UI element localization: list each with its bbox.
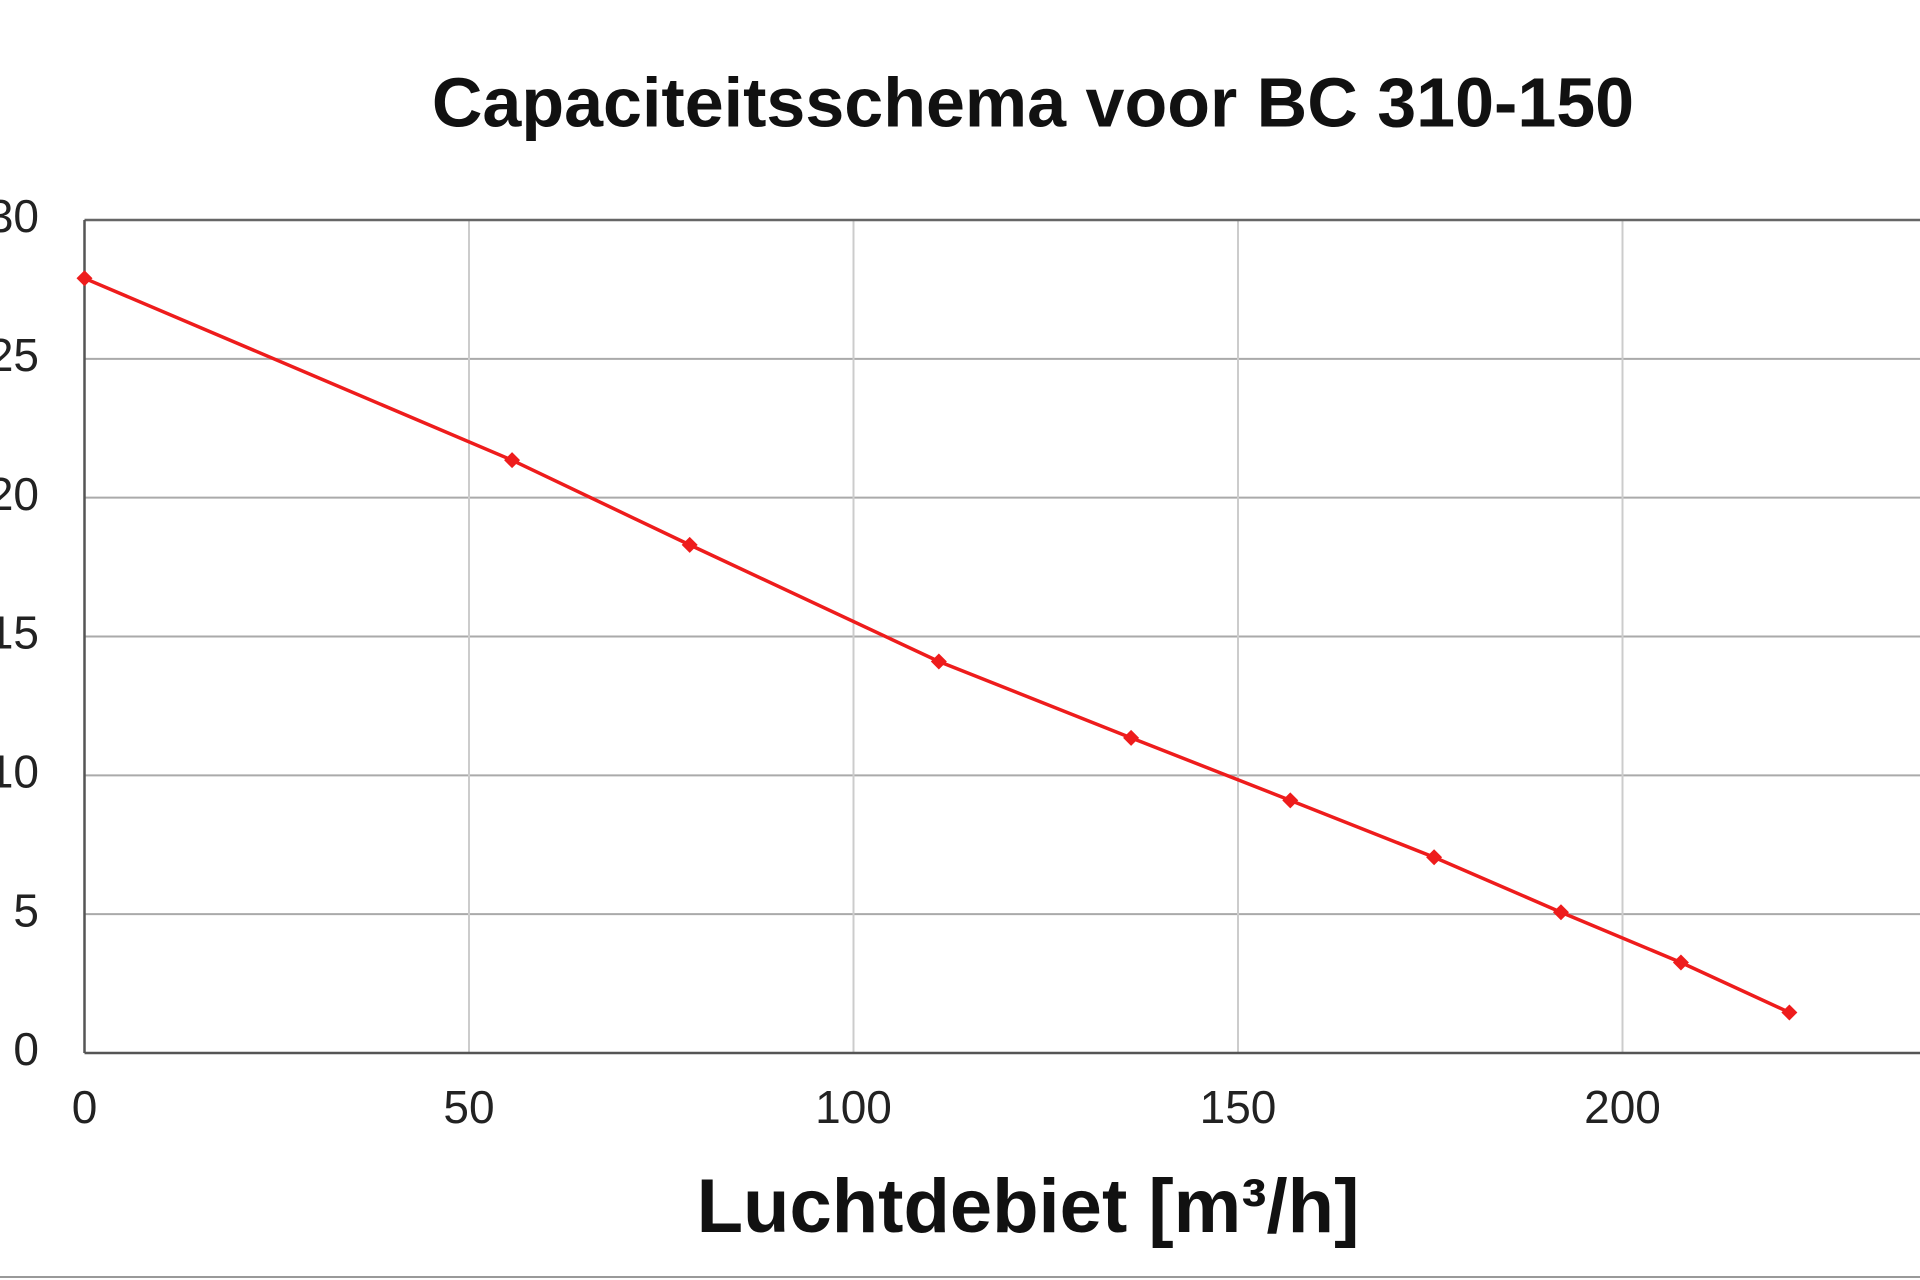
- x-axis-label: Luchtdebiet [m³/h]: [697, 1164, 1360, 1249]
- point-marker: [1552, 904, 1569, 921]
- point-marker: [504, 452, 521, 469]
- point-marker: [1123, 729, 1140, 746]
- point-marker: [1426, 849, 1443, 866]
- x-tick-label: 0: [72, 1081, 98, 1133]
- x-tick-label: 150: [1200, 1081, 1277, 1133]
- x-tick-label: 50: [443, 1081, 494, 1133]
- y-tick-label: 10: [0, 745, 39, 797]
- y-tick-label: 0: [13, 1023, 39, 1075]
- point-marker: [1282, 792, 1299, 809]
- y-tick-label: 25: [0, 329, 39, 381]
- x-tick-label: 200: [1584, 1081, 1661, 1133]
- y-tick-label: 20: [0, 468, 39, 520]
- series-line: [83, 276, 1791, 1015]
- chart-title: Capaciteitsschema voor BC 310-150: [432, 63, 1634, 141]
- x-tick-label: 100: [815, 1081, 892, 1133]
- point-marker: [681, 536, 698, 553]
- y-tick-label: 5: [13, 884, 39, 936]
- y-tick-label: 15: [0, 607, 39, 659]
- point-marker: [1672, 954, 1689, 971]
- point-marker: [930, 653, 947, 670]
- point-marker: [1781, 1004, 1798, 1021]
- point-marker: [76, 270, 93, 287]
- y-tick-label: 30: [0, 190, 39, 242]
